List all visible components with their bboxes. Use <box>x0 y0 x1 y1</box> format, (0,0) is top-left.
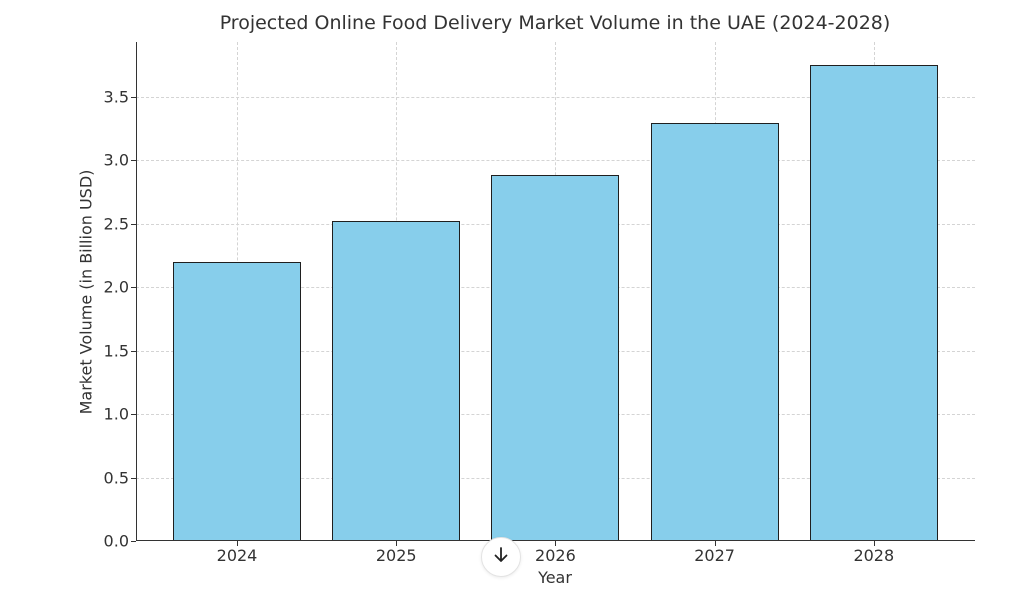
y-tick <box>131 223 136 225</box>
y-tick-label: 2.5 <box>103 214 129 234</box>
y-tick-label: 0.0 <box>103 531 129 551</box>
scroll-down-button[interactable] <box>481 537 521 577</box>
x-tick <box>555 541 557 546</box>
bar-2027 <box>650 123 779 541</box>
y-tick-label: 3.5 <box>103 87 129 107</box>
x-tick-label: 2024 <box>216 546 258 565</box>
y-tick-label: 3.0 <box>103 150 129 170</box>
x-tick-label: 2027 <box>694 546 735 565</box>
y-tick-label: 1.5 <box>103 341 129 361</box>
y-axis-title: Market Volume (in Billion USD) <box>76 169 96 415</box>
x-axis-title: Year <box>538 568 572 587</box>
y-tick <box>131 477 136 479</box>
y-tick <box>131 160 136 162</box>
plot-area: 0.0 0.5 1.0 1.5 2.0 2.5 3.0 3.5 2024 2025 2026 2027… <box>104 42 975 565</box>
x-tick-label: 2025 <box>375 546 417 565</box>
chart-title: Projected Online Food Delivery Market Vo… <box>219 12 891 34</box>
x-tick <box>237 541 238 546</box>
bar-2024 <box>173 261 301 541</box>
x-axis-line <box>136 540 975 541</box>
bar-2025 <box>332 221 461 541</box>
y-tick-label: 0.5 <box>103 468 129 487</box>
y-tick <box>131 96 136 98</box>
y-tick-label: 1.0 <box>103 404 129 424</box>
y-tick <box>131 414 136 416</box>
bar-2026 <box>491 175 620 541</box>
x-tick <box>396 541 398 546</box>
x-tick <box>873 541 875 546</box>
x-tick <box>714 541 716 546</box>
y-tick <box>131 287 136 289</box>
y-tick <box>131 541 136 542</box>
x-tick-label: 2026 <box>535 546 576 565</box>
bar-2028 <box>809 64 938 541</box>
y-axis-line <box>136 42 137 541</box>
y-tick <box>131 350 136 352</box>
arrow-down-icon <box>492 546 510 568</box>
x-tick-label: 2028 <box>853 546 895 565</box>
y-tick-label: 2.0 <box>103 277 129 297</box>
